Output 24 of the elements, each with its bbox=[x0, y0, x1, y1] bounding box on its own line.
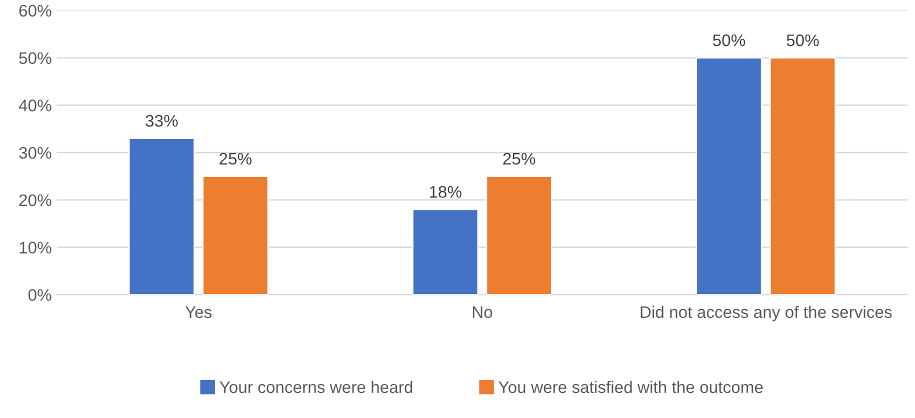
data-label: 25% bbox=[220, 152, 252, 165]
y-tick-label: 20% bbox=[19, 194, 52, 206]
bar bbox=[128, 138, 195, 295]
data-label: 50% bbox=[712, 34, 746, 46]
y-tick-label: 10% bbox=[20, 242, 52, 254]
y-tick-label: 50% bbox=[19, 52, 52, 64]
data-label: 50% bbox=[786, 34, 819, 46]
bar bbox=[412, 208, 479, 295]
x-tick-label: Did not access any of the services bbox=[640, 306, 892, 322]
data-label: 18% bbox=[430, 186, 462, 198]
x-tick-label: Yes bbox=[185, 306, 212, 318]
y-tick-label: 0% bbox=[28, 289, 52, 301]
y-tick-label: 60% bbox=[19, 4, 52, 17]
bar bbox=[696, 57, 762, 295]
bar bbox=[486, 176, 552, 295]
bar bbox=[769, 57, 836, 295]
bar bbox=[202, 176, 269, 295]
data-label: 33% bbox=[146, 114, 178, 127]
x-tick-label: No bbox=[472, 306, 492, 318]
data-label: 25% bbox=[503, 152, 536, 165]
legend-label: Your concerns were heard bbox=[220, 380, 412, 394]
y-tick-label: 40% bbox=[18, 100, 52, 112]
legend-label: You were satisfied with the outcome bbox=[498, 380, 763, 394]
y-tick-label: 30% bbox=[19, 146, 52, 159]
